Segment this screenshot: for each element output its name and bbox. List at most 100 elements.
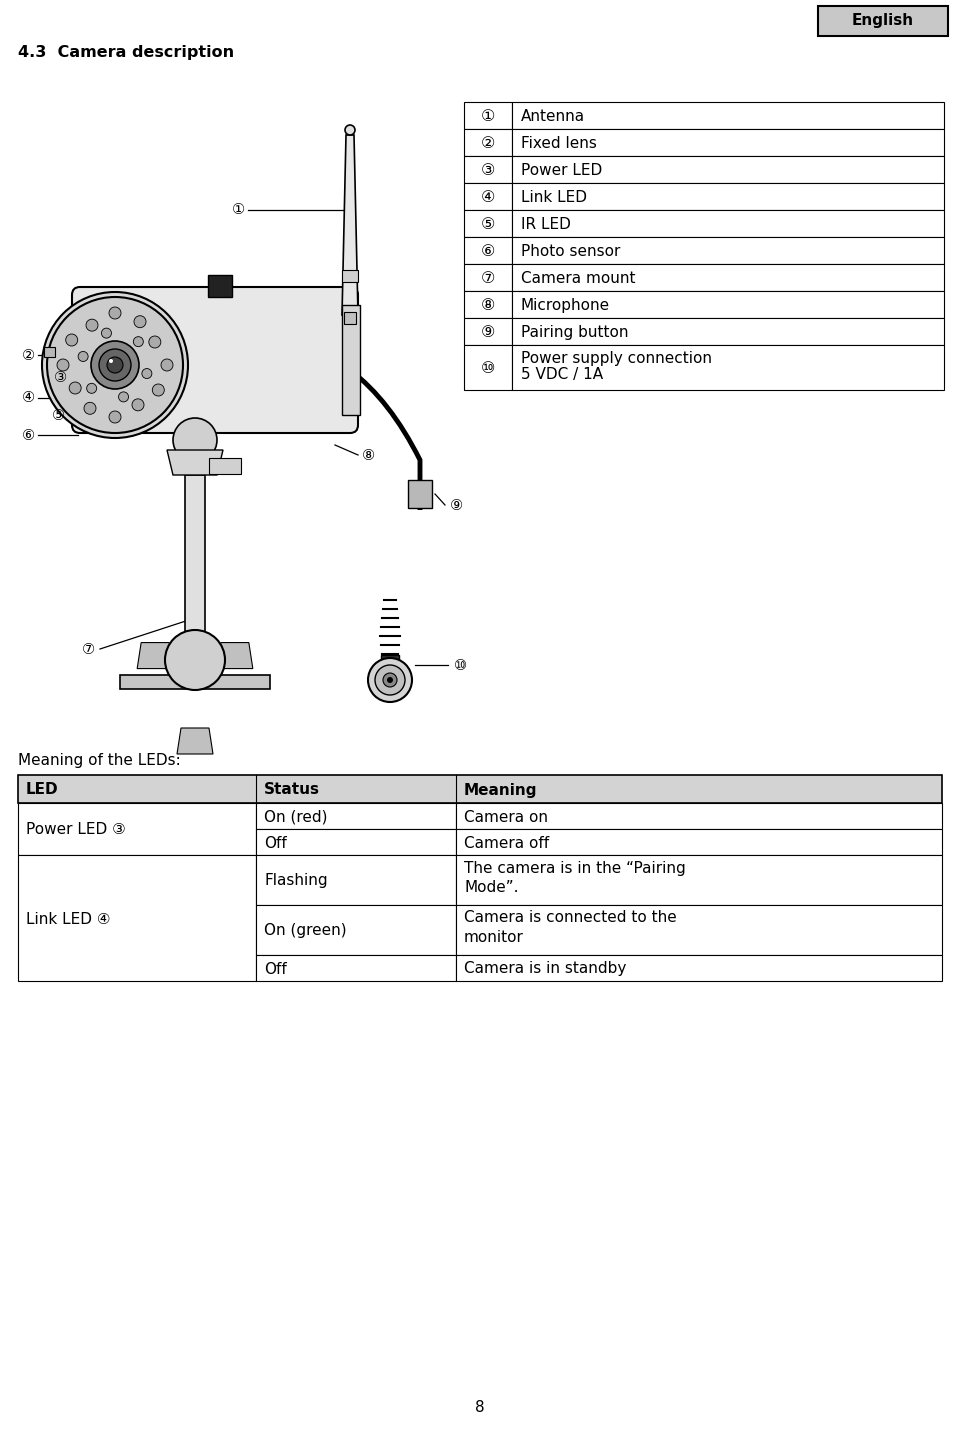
Text: ④: ④ [481, 190, 495, 205]
Bar [344, 312, 356, 323]
Bar [464, 290, 512, 318]
Text: Power LED: Power LED [521, 163, 602, 177]
Bar [18, 854, 256, 982]
Text: Meaning: Meaning [464, 783, 538, 797]
Text: Camera on: Camera on [464, 810, 548, 824]
Circle shape [387, 677, 393, 683]
Text: Link LED: Link LED [521, 190, 587, 205]
Bar [464, 318, 512, 345]
Circle shape [173, 418, 217, 462]
Text: Off: Off [264, 836, 287, 850]
Circle shape [57, 359, 69, 371]
Bar [512, 318, 944, 345]
Polygon shape [342, 135, 358, 315]
Bar [408, 479, 432, 508]
Circle shape [69, 382, 82, 394]
Bar [185, 475, 205, 660]
Bar [464, 102, 512, 129]
Bar [512, 102, 944, 129]
Bar [512, 290, 944, 318]
Bar [18, 803, 256, 854]
Bar [512, 345, 944, 391]
Bar [512, 129, 944, 156]
FancyBboxPatch shape [72, 288, 358, 434]
Text: Camera mount: Camera mount [521, 270, 636, 286]
Text: LED: LED [26, 783, 59, 797]
Text: ⑩: ⑩ [481, 361, 495, 376]
Circle shape [65, 333, 78, 346]
Bar [512, 156, 944, 183]
Circle shape [86, 384, 97, 394]
Bar [208, 275, 232, 298]
Text: Link LED ④: Link LED ④ [26, 912, 110, 926]
Bar [256, 803, 456, 829]
Polygon shape [44, 346, 55, 356]
Text: ④: ④ [21, 391, 35, 405]
Circle shape [134, 316, 146, 328]
Bar [209, 458, 241, 474]
Circle shape [165, 630, 225, 690]
Bar [342, 270, 358, 282]
Text: ⑨: ⑨ [449, 498, 463, 512]
Circle shape [42, 292, 188, 438]
Text: ③: ③ [54, 371, 66, 385]
Text: Mode”.: Mode”. [464, 880, 518, 894]
Bar [18, 776, 942, 803]
Text: Camera is in standby: Camera is in standby [464, 962, 626, 976]
Text: ⑩: ⑩ [453, 657, 467, 673]
Text: ⑤: ⑤ [52, 408, 64, 424]
Bar [456, 829, 942, 854]
Text: 8: 8 [475, 1401, 485, 1415]
Bar [342, 305, 360, 415]
Bar [464, 210, 512, 238]
Circle shape [161, 359, 173, 371]
Bar [456, 803, 942, 829]
Circle shape [345, 124, 355, 135]
Bar [512, 263, 944, 290]
Text: Antenna: Antenna [521, 109, 586, 124]
Bar [818, 6, 948, 36]
Text: Power supply connection: Power supply connection [521, 351, 712, 365]
Text: Fixed lens: Fixed lens [521, 136, 597, 152]
Text: On (red): On (red) [264, 810, 327, 824]
Bar [456, 954, 942, 982]
Circle shape [133, 336, 143, 346]
Circle shape [383, 673, 397, 687]
Bar [464, 238, 512, 263]
Bar [464, 156, 512, 183]
Bar [464, 263, 512, 290]
Circle shape [368, 658, 412, 703]
Text: Off: Off [264, 962, 287, 976]
Polygon shape [217, 643, 252, 668]
Polygon shape [137, 643, 173, 668]
Circle shape [109, 359, 113, 363]
Bar [256, 904, 456, 954]
Bar [512, 183, 944, 210]
Text: ⑨: ⑨ [481, 325, 495, 341]
Bar [456, 854, 942, 904]
Circle shape [142, 369, 152, 379]
Text: Microphone: Microphone [521, 298, 611, 313]
Circle shape [149, 336, 161, 348]
Polygon shape [167, 449, 223, 475]
Circle shape [153, 384, 164, 396]
Text: Pairing button: Pairing button [521, 325, 629, 341]
Circle shape [86, 319, 98, 331]
Text: ①: ① [231, 203, 245, 218]
Circle shape [84, 402, 96, 415]
Bar [464, 183, 512, 210]
Text: Camera is connected to the: Camera is connected to the [464, 910, 677, 926]
Text: ②: ② [21, 348, 35, 362]
Text: ⑧: ⑧ [481, 298, 495, 313]
Bar [512, 210, 944, 238]
Text: Status: Status [264, 783, 320, 797]
Text: Meaning of the LEDs:: Meaning of the LEDs: [18, 753, 180, 767]
Circle shape [118, 392, 129, 402]
Text: ⑥: ⑥ [481, 245, 495, 259]
Polygon shape [177, 728, 213, 754]
Text: On (green): On (green) [264, 923, 347, 939]
Text: ⑧: ⑧ [361, 448, 374, 462]
Circle shape [375, 665, 405, 695]
Circle shape [78, 352, 88, 362]
Text: Photo sensor: Photo sensor [521, 245, 620, 259]
